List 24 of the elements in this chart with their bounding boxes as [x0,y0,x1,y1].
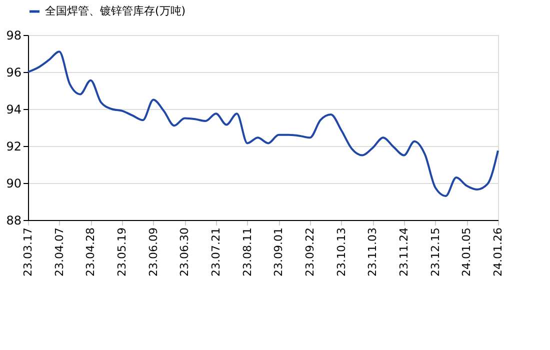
y-tick-label: 96 [6,66,22,80]
x-tick-label: 23.03.17 [22,228,34,276]
y-tick-label: 92 [6,140,22,154]
x-tick-label: 23.11.03 [366,228,380,276]
x-tick-label: 23.09.22 [304,228,316,276]
x-tick-label: 23.10.13 [334,228,348,276]
x-tick-label: 23.08.11 [240,228,254,276]
y-tick-label: 98 [6,28,22,42]
y-tick-label: 90 [6,176,22,190]
x-tick-label: 23.09.01 [272,228,286,276]
x-tick-label: 23.11.24 [398,228,410,276]
x-tick-label: 23.04.28 [84,228,98,276]
y-tick-label: 94 [6,102,22,116]
x-tick-label: 23.04.07 [52,228,66,276]
x-tick-label: 24.01.26 [492,228,504,276]
legend-label: 全国焊管、镀锌管库存(万吨) [45,4,186,18]
x-tick-label: 24.01.05 [460,228,474,276]
x-tick-label: 23.06.30 [178,228,192,276]
line-series [27,50,499,197]
x-tick-label: 23.07.21 [210,228,222,276]
x-tick-label: 23.12.15 [428,228,442,276]
x-tick-label: 23.05.19 [116,228,128,276]
x-tick-label: 23.06.09 [146,228,160,276]
y-tick-label: 88 [6,214,22,228]
